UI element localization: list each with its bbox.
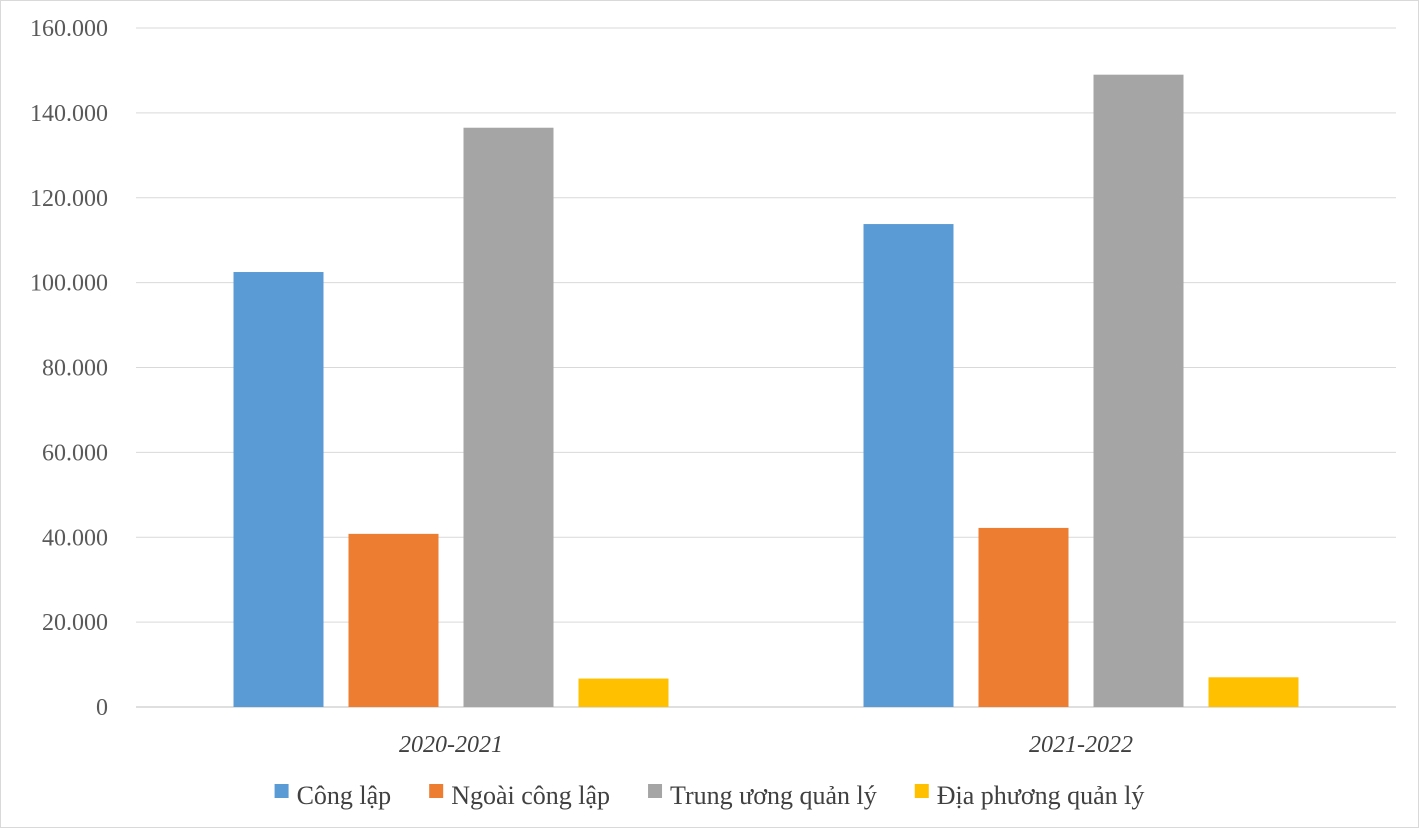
bar: [1093, 74, 1184, 707]
bar: [233, 272, 324, 707]
legend-label: Ngoài công lập: [451, 781, 610, 810]
y-tick-label: 60.000: [42, 440, 108, 466]
y-tick-label: 80.000: [42, 356, 108, 382]
bars: [233, 74, 1299, 707]
legend-swatch: [648, 784, 663, 798]
y-axis-ticks: 0 20.000 40.000 60.000 80.000 100.000 120.000 1…: [30, 16, 108, 721]
y-tick-label: 120.000: [30, 186, 108, 212]
legend-item: Ngoài công lập: [429, 781, 610, 810]
bar: [348, 533, 439, 707]
legend-item: Địa phương quản lý: [914, 781, 1145, 810]
legend-swatch: [274, 784, 289, 798]
y-tick-label: 0: [96, 695, 108, 721]
legend: Công lập Ngoài công lập Trung ương quản lý…: [274, 781, 1145, 810]
bar: [978, 527, 1069, 707]
y-tick-label: 100.000: [30, 271, 108, 297]
bar: [863, 224, 954, 707]
y-tick-label: 140.000: [30, 101, 108, 127]
bar: [463, 127, 554, 707]
legend-label: Trung ương quản lý: [670, 781, 877, 810]
y-tick-label: 160.000: [30, 16, 108, 42]
legend-item: Công lập: [274, 781, 392, 810]
y-tick-label: 20.000: [42, 610, 108, 636]
bar: [1208, 677, 1299, 707]
legend-swatch: [429, 784, 444, 798]
x-axis-categories: 2020-2021 2021-2022: [399, 732, 1133, 758]
gridlines: [136, 27, 1396, 708]
legend-label: Địa phương quản lý: [937, 781, 1145, 810]
legend-label: Công lập: [297, 781, 392, 810]
bar: [578, 678, 669, 707]
x-category-label: 2020-2021: [399, 732, 503, 758]
y-tick-label: 40.000: [42, 525, 108, 551]
x-category-label: 2021-2022: [1029, 732, 1133, 758]
legend-item: Trung ương quản lý: [648, 781, 877, 810]
legend-swatch: [914, 784, 929, 798]
